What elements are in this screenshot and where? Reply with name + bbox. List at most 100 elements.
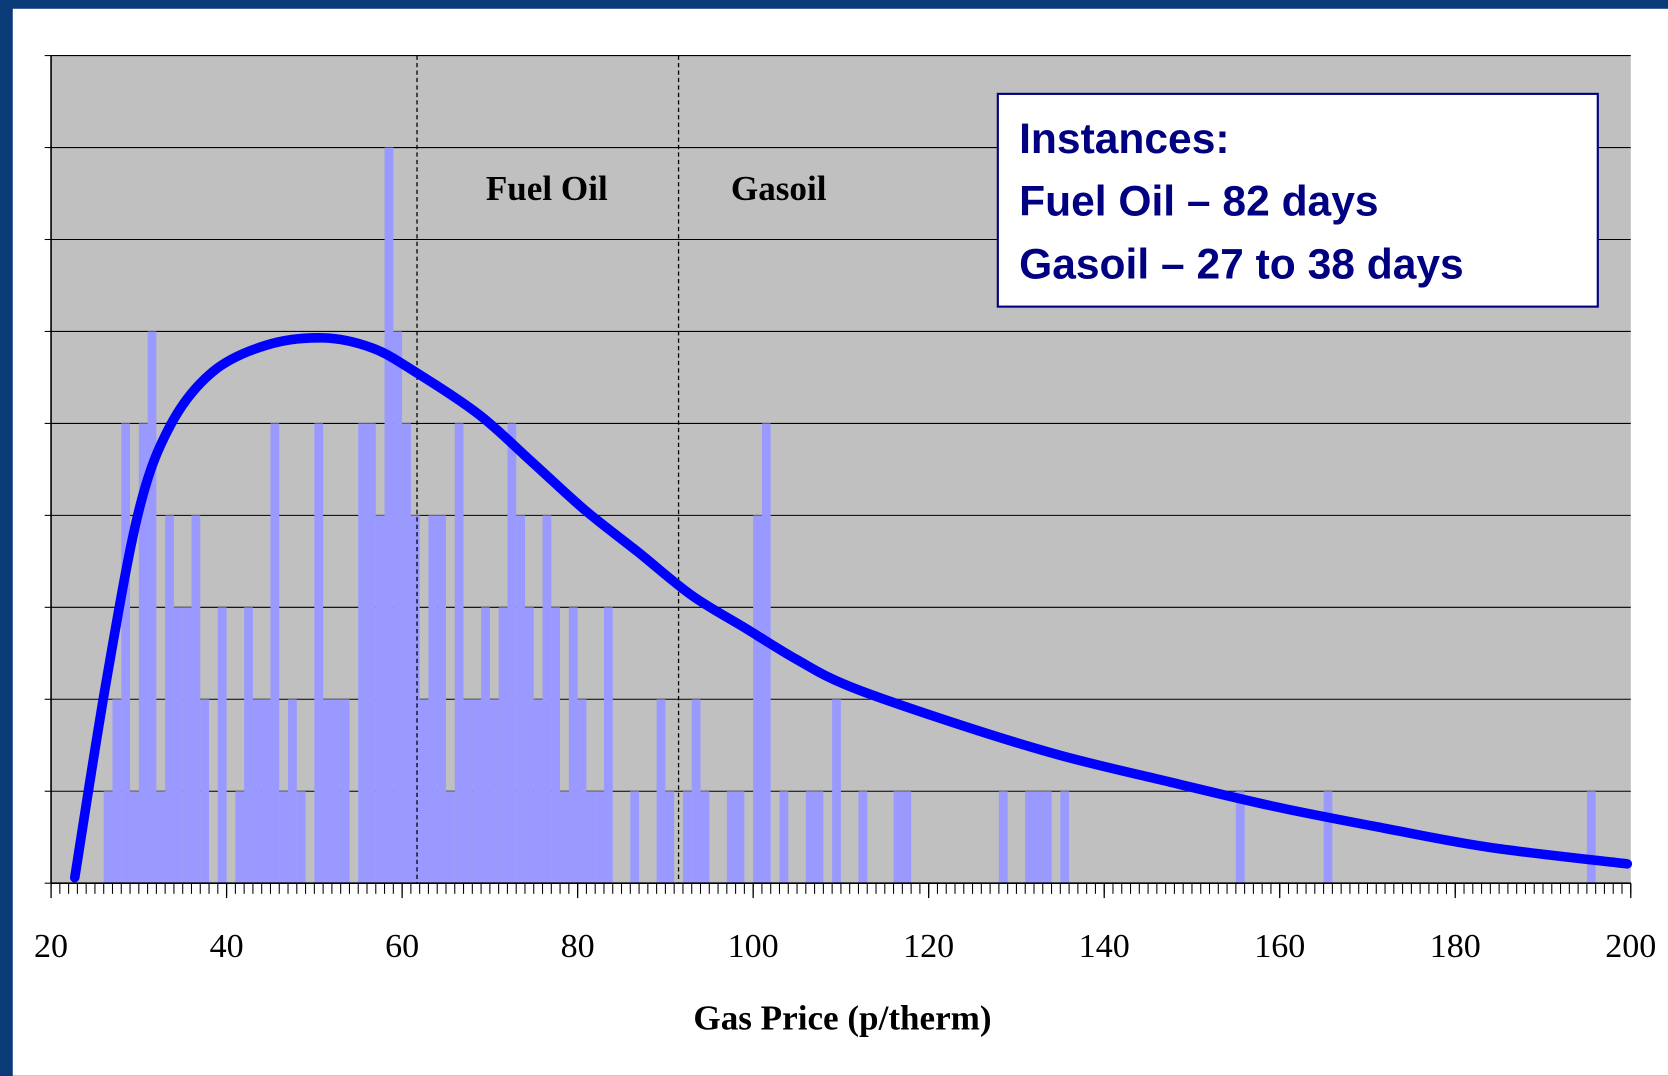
bar	[682, 791, 692, 884]
bar	[1033, 791, 1043, 884]
bar	[1323, 791, 1333, 884]
curve-layer	[69, 333, 1633, 883]
bar	[410, 515, 420, 884]
x-tick-label: 80	[561, 928, 595, 965]
bar	[121, 423, 131, 884]
bar	[270, 423, 280, 884]
bar	[103, 791, 113, 884]
bar	[402, 423, 411, 884]
bar	[323, 699, 332, 884]
bar	[656, 699, 666, 884]
bar	[437, 515, 446, 884]
annotation-line: Gasoil – 27 to 38 days	[1019, 241, 1464, 289]
bar	[130, 791, 139, 884]
bar	[1042, 791, 1052, 884]
bar	[753, 515, 762, 884]
bar	[1235, 791, 1245, 884]
annotation-line: Fuel Oil – 82 days	[1019, 178, 1378, 226]
bar	[261, 699, 271, 884]
x-tick-label: 60	[385, 928, 419, 965]
bar	[384, 147, 394, 884]
bar	[191, 515, 201, 884]
bar	[735, 791, 745, 884]
bar	[832, 699, 841, 884]
region-label: Gasoil	[731, 169, 827, 208]
bar	[858, 791, 868, 884]
bar	[507, 423, 517, 884]
bar	[726, 791, 736, 884]
dividers	[416, 55, 680, 884]
bar	[173, 607, 183, 884]
bar	[1586, 791, 1596, 884]
bar	[375, 515, 385, 884]
bar	[779, 791, 789, 884]
axes: 20 40 60 80 100 120 140 160 180 200	[34, 55, 1656, 965]
bar	[481, 607, 490, 884]
bar	[665, 791, 675, 884]
bar	[252, 699, 262, 884]
region-label: Fuel Oil	[486, 169, 608, 208]
bar	[340, 699, 350, 884]
annotation-box	[996, 92, 1599, 308]
bar	[279, 791, 289, 884]
bar	[393, 331, 403, 884]
bar	[296, 791, 306, 884]
bar	[454, 423, 464, 884]
bar	[902, 791, 912, 884]
bar	[603, 607, 613, 884]
bar	[419, 699, 429, 884]
x-tick-label: 160	[1254, 928, 1305, 965]
bar	[165, 515, 174, 884]
bar	[595, 791, 604, 884]
bar	[700, 791, 710, 884]
bar	[533, 699, 543, 884]
bar	[560, 791, 569, 884]
bar	[428, 515, 438, 884]
bar	[314, 423, 324, 884]
x-tick-label: 120	[903, 928, 954, 965]
bar	[1060, 791, 1070, 884]
bars	[103, 147, 1596, 884]
bar	[691, 699, 701, 884]
bar	[112, 699, 122, 884]
x-tick-label: 20	[34, 928, 68, 965]
bar	[630, 791, 640, 884]
annotation-line: Instances:	[1019, 115, 1229, 163]
bar	[893, 791, 903, 884]
bar	[367, 423, 376, 884]
bar	[235, 791, 245, 884]
bar	[445, 791, 455, 884]
x-tick-label: 100	[728, 928, 779, 965]
bar	[998, 791, 1008, 884]
x-tick-label: 40	[210, 928, 244, 965]
bar	[814, 791, 824, 884]
bar	[463, 699, 473, 884]
bar	[516, 515, 525, 884]
bar	[805, 791, 815, 884]
bar	[182, 607, 192, 884]
bar	[498, 607, 508, 884]
bar	[147, 331, 157, 884]
x-tick-label: 180	[1430, 928, 1481, 965]
bar	[586, 791, 596, 884]
bar	[551, 607, 561, 884]
bar	[156, 791, 166, 884]
bar	[200, 699, 210, 884]
bar	[331, 699, 341, 884]
x-tick-label: 140	[1079, 928, 1130, 965]
bar	[761, 423, 771, 884]
bar	[472, 699, 482, 884]
bar	[138, 423, 148, 884]
bar	[1025, 791, 1034, 884]
bar	[577, 699, 587, 884]
x-axis-label: Gas Price (p/therm)	[693, 999, 991, 1038]
bar	[568, 607, 578, 884]
fit-curve	[69, 333, 1633, 883]
bar	[542, 515, 552, 884]
bar	[489, 699, 499, 884]
bar	[244, 607, 253, 884]
bar	[358, 423, 368, 884]
x-tick-label: 200	[1605, 928, 1656, 965]
